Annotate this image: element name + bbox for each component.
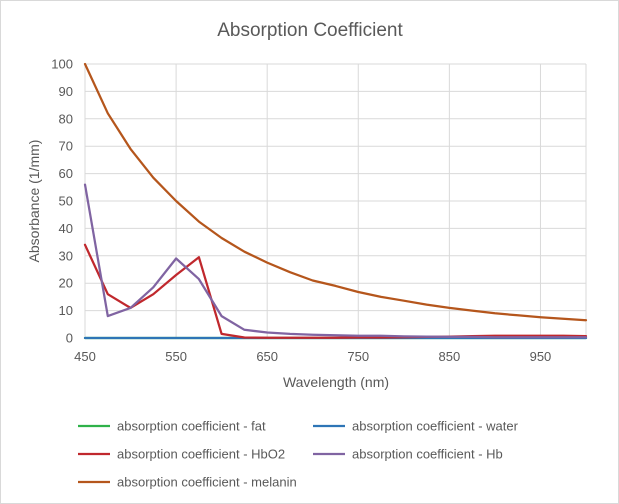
legend-label: absorption coefficient - fat bbox=[117, 419, 266, 434]
y-axis-title: Absorbance (1/mm) bbox=[26, 140, 42, 263]
series-line-3 bbox=[83, 243, 588, 339]
y-tick-label: 70 bbox=[59, 139, 73, 154]
y-tick-label: 20 bbox=[59, 276, 73, 291]
legend: absorption coefficient - fat absorption c… bbox=[78, 419, 519, 490]
legend-label: absorption coefficient - water bbox=[352, 419, 519, 434]
legend-label: absorption coefficient - Hb bbox=[352, 447, 503, 462]
x-axis-title: Wavelength (nm) bbox=[283, 374, 389, 390]
y-tick-label: 90 bbox=[59, 84, 73, 99]
x-tick-label: 550 bbox=[165, 349, 187, 364]
y-tick-label: 80 bbox=[59, 111, 73, 126]
series-line-5 bbox=[83, 62, 588, 322]
x-tick-label: 450 bbox=[74, 349, 96, 364]
grid-layer bbox=[84, 63, 587, 339]
legend-label: absorption coefficient - melanin bbox=[117, 475, 297, 490]
y-tick-label: 10 bbox=[59, 303, 73, 318]
chart-title: Absorption Coefficient bbox=[217, 20, 403, 41]
x-tick-label: 950 bbox=[530, 349, 552, 364]
y-tick-label: 50 bbox=[59, 194, 73, 209]
x-tick-label: 750 bbox=[347, 349, 369, 364]
y-tick-label: 0 bbox=[66, 331, 73, 346]
y-tick-label: 30 bbox=[59, 248, 73, 263]
y-tick-label: 40 bbox=[59, 221, 73, 236]
legend-label: absorption coefficient - HbO2 bbox=[117, 447, 285, 462]
axis-layer: 0 10 20 30 40 50 60 70 80 90 100 450 550 650 750 850 950 bbox=[51, 57, 586, 364]
x-tick-label: 650 bbox=[256, 349, 278, 364]
series-layer bbox=[83, 62, 588, 340]
series-line-4 bbox=[83, 183, 588, 339]
y-tick-label: 100 bbox=[51, 57, 73, 72]
x-tick-label: 850 bbox=[439, 349, 461, 364]
y-tick-label: 60 bbox=[59, 166, 73, 181]
